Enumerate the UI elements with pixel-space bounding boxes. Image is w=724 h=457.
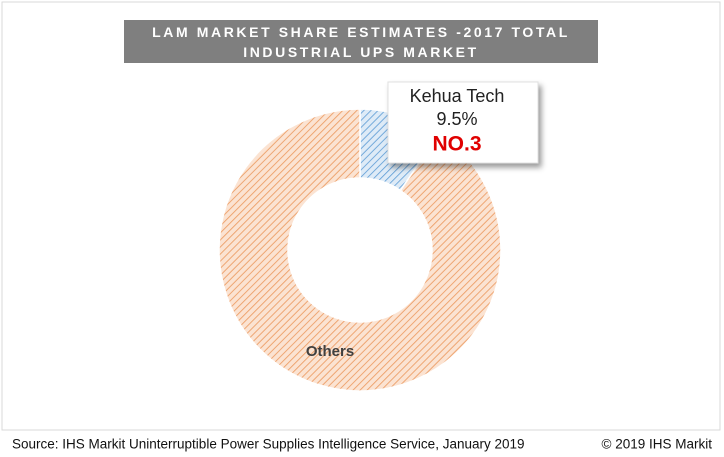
value-label: 9.5% <box>436 109 477 129</box>
callout-box <box>387 81 539 164</box>
annotation: NO.3 <box>432 133 481 156</box>
source: Source: IHS Markit Uninterruptible Power… <box>12 437 525 452</box>
category-label: Others <box>306 343 354 360</box>
chart-title: LAM MARKET SHARE ESTIMATES -2017 TOTAL I… <box>124 20 598 63</box>
copyright: © 2019 IHS Markit <box>602 437 713 452</box>
frame <box>1 1 721 431</box>
donut-slice <box>218 108 502 392</box>
category-label: Kehua Tech <box>410 86 505 106</box>
